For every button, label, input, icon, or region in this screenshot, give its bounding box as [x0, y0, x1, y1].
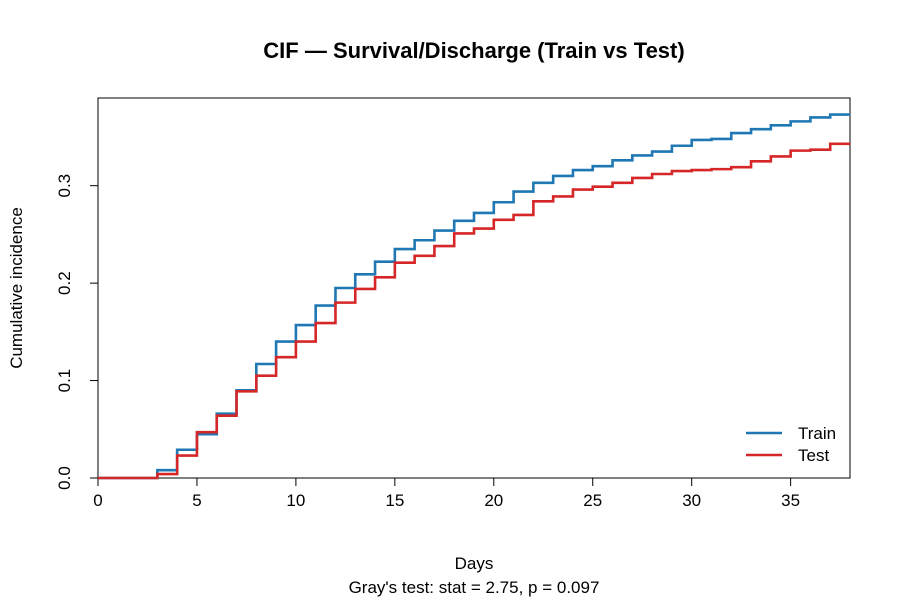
legend-label-test: Test — [798, 446, 829, 465]
y-axis-label: Cumulative incidence — [7, 207, 26, 369]
chart-subtitle: Gray's test: stat = 2.75, p = 0.097 — [349, 578, 600, 597]
x-tick-label: 10 — [286, 491, 305, 510]
y-tick-label: 0.1 — [55, 369, 74, 393]
legend: Train Test — [746, 424, 836, 465]
x-tick-label: 25 — [583, 491, 602, 510]
x-tick-label: 5 — [192, 491, 201, 510]
y-tick-label: 0.2 — [55, 271, 74, 295]
y-axis: 0.0 0.1 0.2 0.3 — [55, 174, 98, 490]
x-tick-label: 15 — [385, 491, 404, 510]
x-tick-label: 30 — [682, 491, 701, 510]
y-tick-label: 0.3 — [55, 174, 74, 198]
x-axis: 0 5 10 15 20 25 30 35 — [93, 478, 800, 510]
legend-label-train: Train — [798, 424, 836, 443]
series-layer — [98, 113, 850, 480]
chart-title: CIF — Survival/Discharge (Train vs Test) — [263, 38, 684, 63]
x-axis-label: Days — [455, 554, 494, 573]
series-line-test — [98, 142, 850, 480]
x-tick-label: 0 — [93, 491, 102, 510]
plot-frame — [97, 97, 851, 479]
x-tick-label: 20 — [484, 491, 503, 510]
y-tick-label: 0.0 — [55, 466, 74, 490]
series-line-train — [98, 113, 850, 480]
x-tick-label: 35 — [781, 491, 800, 510]
